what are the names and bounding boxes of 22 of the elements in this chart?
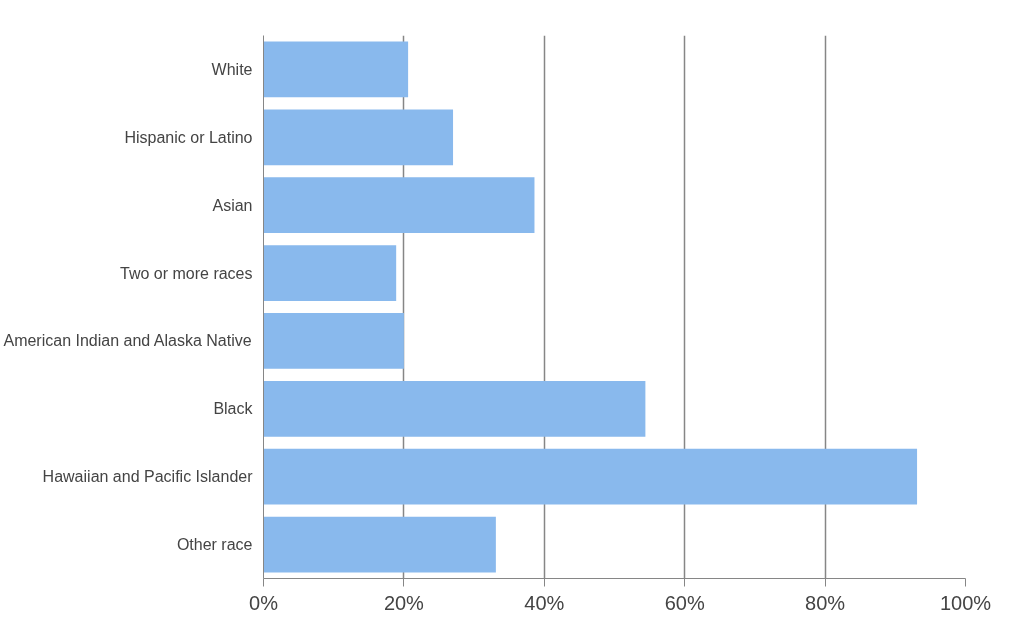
- bar: [263, 109, 454, 166]
- bar: [263, 177, 535, 234]
- y-tick-label: American Indian and Alaska Native: [3, 332, 252, 350]
- y-tick-label: Asian: [212, 196, 253, 214]
- bar: [263, 448, 918, 505]
- x-tick-label: 80%: [805, 591, 846, 614]
- y-tick-label: White: [211, 60, 253, 78]
- bar: [263, 313, 404, 369]
- x-tick-label: 40%: [524, 591, 565, 614]
- y-tick-label: Two or more races: [120, 264, 253, 282]
- y-tick-label: Hawaiian and Pacific Islander: [42, 468, 254, 486]
- bar: [263, 245, 397, 301]
- x-tick-label: 20%: [383, 591, 425, 614]
- y-tick-label: Hispanic or Latino: [124, 128, 253, 146]
- bar: [263, 516, 496, 573]
- y-tick-label: Other race: [176, 536, 253, 554]
- y-tick-label: Black: [213, 400, 254, 418]
- bar: [263, 380, 646, 437]
- x-tick-label: 60%: [664, 591, 705, 614]
- x-tick-label: 100%: [939, 591, 992, 614]
- x-tick-label: 0%: [249, 591, 279, 614]
- bar: [263, 41, 409, 98]
